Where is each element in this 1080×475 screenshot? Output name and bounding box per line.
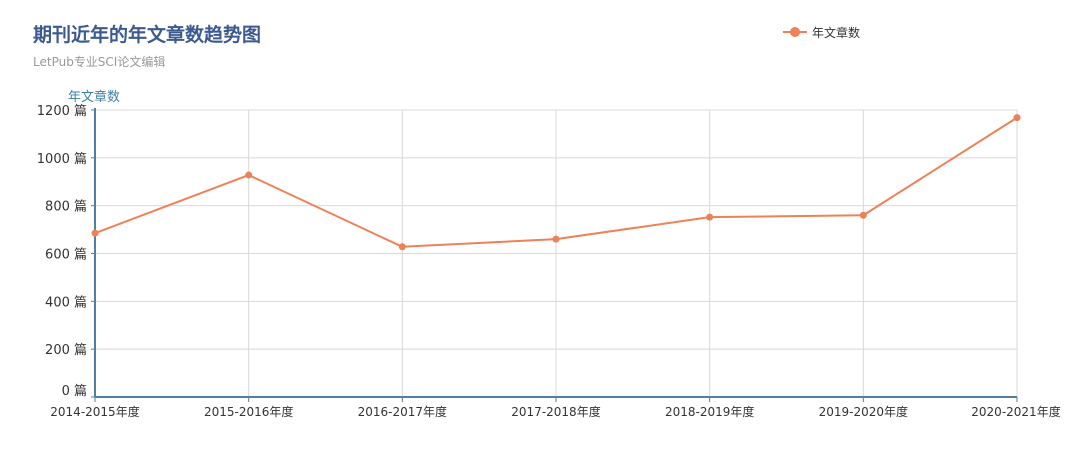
legend-item[interactable]: 年文章数 <box>783 22 860 42</box>
x-tick-label: 2014-2015年度 <box>50 404 139 419</box>
y-tick-label: 1200 篇 <box>37 104 87 119</box>
data-point[interactable] <box>91 229 99 237</box>
y-tick-label: 200 篇 <box>45 343 87 358</box>
y-axis-title: 年文章数 <box>68 89 120 105</box>
chart-subtitle: LetPub专业SCI论文编辑 <box>33 55 166 69</box>
axes <box>91 108 1018 402</box>
y-tick-label: 400 篇 <box>45 295 87 310</box>
y-tick-label: 800 篇 <box>45 200 87 215</box>
y-tick-label: 0 篇 <box>62 384 87 399</box>
x-tick-label: 2020-2021年度 <box>971 404 1060 419</box>
grid <box>95 109 1018 397</box>
y-tick-label: 1000 篇 <box>37 152 87 167</box>
data-point[interactable] <box>245 171 253 179</box>
chart-title: 期刊近年的年文章数趋势图 <box>33 24 262 46</box>
data-point[interactable] <box>859 211 867 219</box>
data-point[interactable] <box>398 243 406 251</box>
x-tick-label: 2018-2019年度 <box>665 404 754 419</box>
legend-label: 年文章数 <box>812 25 861 40</box>
data-point[interactable] <box>552 235 560 243</box>
data-point[interactable] <box>706 213 714 221</box>
data-point[interactable] <box>1013 114 1021 122</box>
x-tick-label: 2019-2020年度 <box>819 404 908 419</box>
y-tick-label: 600 篇 <box>45 248 87 263</box>
legend-line-marker-icon <box>783 22 807 42</box>
series <box>91 114 1021 251</box>
x-tick-label: 2015-2016年度 <box>204 404 293 419</box>
x-tick-label: 2017-2018年度 <box>511 404 600 419</box>
tick-labels: 0 篇 200 篇 400 篇 600 篇 800 篇 1000 篇 1200 篇 2014-… <box>37 104 1061 419</box>
x-tick-label: 2016-2017年度 <box>358 404 447 419</box>
